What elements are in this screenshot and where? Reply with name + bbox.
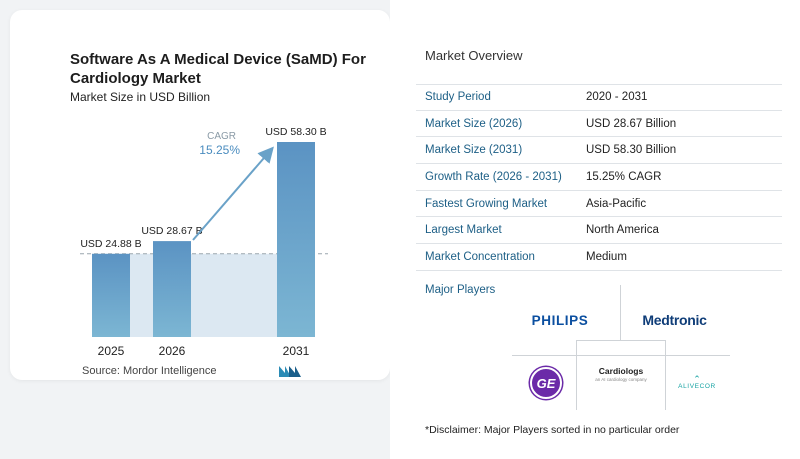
players-divider [620, 285, 621, 340]
table-row: Market Size (2026) USD 28.67 Billion [416, 111, 782, 138]
table-row: Largest Market North America [416, 217, 782, 245]
tick-label-2031: 2031 [283, 344, 310, 358]
row-label: Market Size (2026) [425, 117, 523, 130]
medtronic-logo: Medtronic [642, 312, 707, 328]
tick-label-2025: 2025 [98, 344, 125, 358]
row-label: Largest Market [425, 224, 502, 237]
alivecor-mark-icon: ⌃ [693, 373, 701, 384]
cagr-label: CAGR [207, 131, 236, 142]
alivecor-logo: ⌃ ALIVECOR [667, 372, 727, 392]
cardiologs-logo: Cardiologs an AI cardiology company [586, 360, 656, 388]
data-label-2026: USD 28.67 B [141, 225, 202, 237]
data-label-2031: USD 58.30 B [265, 126, 326, 138]
mordor-logo-icon [279, 366, 301, 377]
major-players-title: Major Players [425, 284, 496, 296]
overview-table: Study Period 2020 - 2031 Market Size (20… [416, 84, 782, 271]
players-divider [512, 355, 730, 356]
cagr-value: 15.25% [199, 143, 240, 157]
table-row: Market Concentration Medium [416, 244, 782, 271]
players-divider [576, 340, 666, 341]
row-label: Market Concentration [425, 250, 535, 263]
row-value: USD 58.30 Billion [586, 144, 677, 157]
players-divider [576, 340, 577, 410]
table-row: Market Size (2031) USD 58.30 Billion [416, 137, 782, 165]
bar-2025 [92, 253, 130, 337]
cardiologs-tagline: an AI cardiology company [595, 377, 647, 382]
row-label: Growth Rate (2026 - 2031) [425, 170, 562, 183]
overview-title: Market Overview [425, 48, 523, 63]
chart-subtitle: Market Size in USD Billion [70, 90, 211, 104]
row-value: Medium [586, 250, 627, 263]
chart-title: Software As A Medical Device (SaMD) For … [70, 51, 366, 87]
overview-panel [390, 0, 800, 459]
row-value: 15.25% CAGR [586, 170, 662, 183]
row-value: USD 28.67 Billion [586, 117, 677, 130]
bar-2031 [277, 142, 315, 337]
row-value: North America [586, 224, 659, 237]
disclaimer-text: *Disclaimer: Major Players sorted in no … [425, 424, 680, 436]
table-row: Growth Rate (2026 - 2031) 15.25% CAGR [416, 164, 782, 191]
row-label: Fastest Growing Market [425, 197, 548, 210]
philips-logo: PHILIPS [531, 312, 589, 328]
row-label: Market Size (2031) [425, 144, 523, 157]
tick-label-2026: 2026 [159, 344, 186, 358]
bar-2026 [153, 241, 191, 337]
table-row: Fastest Growing Market Asia-Pacific [416, 191, 782, 218]
row-value: 2020 - 2031 [586, 91, 648, 104]
cagr-arrow [192, 146, 274, 241]
row-value: Asia-Pacific [586, 197, 647, 210]
table-row: Study Period 2020 - 2031 [416, 84, 782, 111]
alivecor-name: ALIVECOR [678, 382, 716, 390]
players-divider [665, 340, 666, 410]
cardiologs-name: Cardiologs [598, 366, 644, 376]
bar-chart: USD 24.88 B 2025 USD 28.67 B 2026 USD 58.30 … [80, 126, 328, 358]
row-label: Study Period [425, 91, 491, 104]
data-label-2025: USD 24.88 B [80, 238, 141, 250]
ge-logo: GE [530, 367, 562, 399]
source-text: Source: Mordor Intelligence [82, 365, 217, 377]
reference-band [130, 253, 277, 337]
